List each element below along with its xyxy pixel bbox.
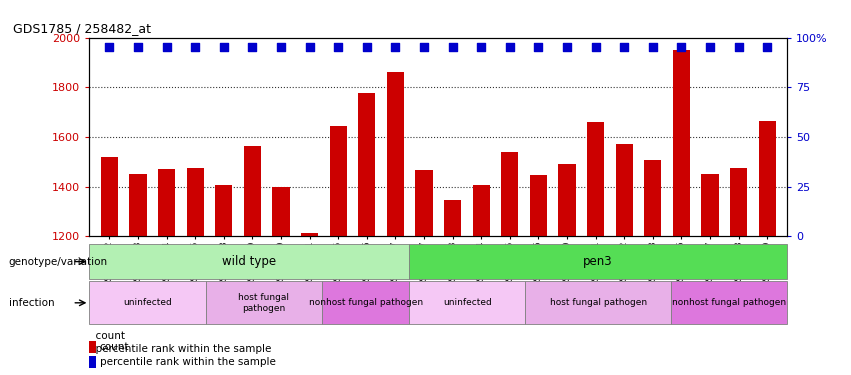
Bar — [129, 174, 146, 236]
Bar — [206, 281, 322, 324]
Bar — [100, 157, 118, 236]
Bar — [701, 174, 718, 236]
Bar — [158, 169, 175, 236]
Text: percentile rank within the sample: percentile rank within the sample — [100, 357, 276, 367]
Point — [474, 45, 488, 51]
Bar — [322, 281, 409, 324]
Text: uninfected: uninfected — [443, 298, 492, 307]
Text: uninfected: uninfected — [123, 298, 172, 307]
Text: host fungal
pathogen: host fungal pathogen — [238, 293, 289, 312]
Point — [274, 45, 288, 51]
Point — [560, 45, 574, 51]
Point — [360, 45, 374, 51]
Bar — [472, 185, 489, 236]
Bar — [387, 72, 404, 236]
Bar — [415, 170, 432, 236]
Bar — [758, 121, 776, 236]
Bar — [89, 244, 409, 279]
Text: nonhost fungal pathogen: nonhost fungal pathogen — [309, 298, 423, 307]
Point — [646, 45, 660, 51]
Bar — [329, 126, 346, 236]
Bar — [730, 168, 747, 236]
Title: GDS1785 / 258482_at: GDS1785 / 258482_at — [14, 22, 151, 35]
Bar — [409, 281, 525, 324]
Point — [246, 45, 260, 51]
Bar — [615, 144, 633, 236]
Point — [703, 45, 717, 51]
Bar — [358, 93, 375, 236]
Text: count: count — [89, 331, 125, 340]
Bar — [587, 122, 604, 236]
Point — [732, 45, 745, 51]
Point — [675, 45, 688, 51]
Point — [217, 45, 231, 51]
Text: percentile rank within the sample: percentile rank within the sample — [89, 344, 271, 354]
Bar — [673, 50, 690, 236]
Bar — [671, 281, 787, 324]
Bar — [501, 152, 518, 236]
Text: nonhost fungal pathogen: nonhost fungal pathogen — [672, 298, 786, 307]
Point — [417, 45, 431, 51]
Point — [617, 45, 631, 51]
Point — [532, 45, 545, 51]
Text: genotype/variation: genotype/variation — [9, 256, 107, 267]
Point — [331, 45, 345, 51]
Bar — [215, 185, 232, 236]
Point — [103, 45, 117, 51]
Text: wild type: wild type — [222, 255, 277, 268]
Bar — [186, 168, 203, 236]
Text: host fungal pathogen: host fungal pathogen — [550, 298, 647, 307]
Bar — [558, 164, 575, 236]
Bar — [272, 187, 289, 236]
Bar — [89, 281, 206, 324]
Text: count: count — [100, 342, 129, 352]
Point — [160, 45, 174, 51]
Point — [303, 45, 317, 51]
Text: pen3: pen3 — [584, 255, 613, 268]
Point — [446, 45, 460, 51]
Text: infection: infection — [9, 298, 54, 308]
Bar — [444, 200, 461, 236]
Point — [188, 45, 202, 51]
Bar — [530, 176, 547, 236]
Bar — [644, 160, 661, 236]
Point — [589, 45, 603, 51]
Bar — [243, 146, 261, 236]
Bar — [301, 232, 318, 236]
Point — [131, 45, 145, 51]
Point — [503, 45, 517, 51]
Bar — [89, 356, 96, 368]
Point — [389, 45, 403, 51]
Bar — [89, 341, 96, 352]
Point — [760, 45, 774, 51]
Bar — [525, 281, 671, 324]
Bar — [409, 244, 787, 279]
